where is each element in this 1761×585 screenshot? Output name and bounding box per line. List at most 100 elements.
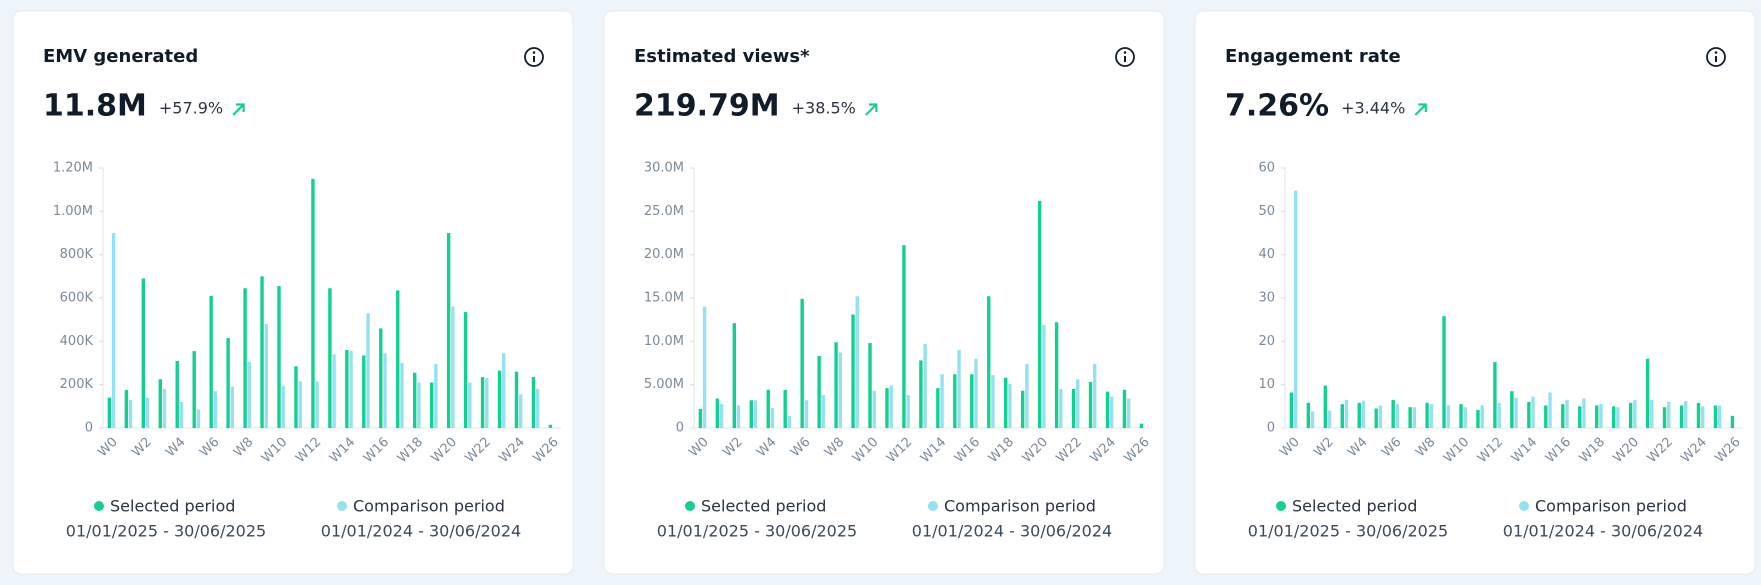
bar	[1289, 392, 1294, 428]
bar	[1713, 405, 1718, 428]
bar	[502, 353, 506, 428]
legend-period: 01/01/2024 - 30/06/2024	[912, 522, 1112, 541]
info-dot	[532, 51, 536, 54]
bar	[1054, 322, 1059, 428]
legend-item[interactable]: Comparison period 01/01/2024 - 30/06/2024	[321, 497, 521, 541]
bar	[260, 276, 264, 428]
bar	[1667, 402, 1671, 428]
info-icon[interactable]	[1115, 47, 1135, 67]
bar	[107, 397, 112, 428]
y-tick-label: 0	[1267, 421, 1275, 436]
bar	[531, 377, 536, 428]
bar	[940, 374, 944, 428]
y-tick-label: 600K	[60, 291, 94, 306]
bar	[868, 343, 872, 428]
bar	[1633, 399, 1637, 428]
y-tick-label: 15.0M	[644, 291, 684, 306]
bar	[1493, 362, 1497, 428]
bar	[732, 323, 737, 428]
bar	[383, 353, 387, 428]
bar	[1008, 383, 1012, 428]
info-icon[interactable]	[524, 47, 544, 67]
bar	[141, 278, 146, 428]
card-title: EMV generated	[43, 46, 198, 67]
bar	[247, 361, 251, 428]
bar	[1442, 316, 1446, 428]
bar	[1327, 410, 1332, 428]
bar	[804, 400, 809, 428]
bar	[1497, 402, 1501, 428]
headline-value: 219.79M	[634, 89, 780, 124]
bar	[851, 314, 855, 428]
bar	[719, 403, 724, 428]
legend-item[interactable]: Selected period 01/01/2025 - 30/06/2025	[657, 497, 857, 541]
bar	[196, 409, 201, 428]
bar	[345, 350, 349, 428]
card-background	[603, 10, 1165, 575]
bar	[1531, 396, 1535, 428]
info-icon[interactable]	[1706, 47, 1726, 67]
bar	[1391, 399, 1395, 428]
bar	[1344, 399, 1349, 428]
bar	[1122, 389, 1127, 428]
y-tick-label: 200K	[60, 377, 94, 392]
y-tick-label: 30	[1258, 291, 1275, 306]
bar	[753, 400, 758, 428]
bar	[434, 364, 438, 428]
bar	[770, 408, 775, 428]
bar	[1340, 404, 1344, 428]
bar	[1616, 407, 1620, 428]
legend-item[interactable]: Comparison period 01/01/2024 - 30/06/2024	[1503, 497, 1703, 541]
legend-item[interactable]: Comparison period 01/01/2024 - 30/06/2024	[912, 497, 1112, 541]
bar	[1679, 405, 1684, 428]
bar	[1357, 402, 1361, 428]
bar	[1476, 409, 1480, 428]
bar	[1139, 423, 1144, 428]
legend-item[interactable]: Selected period 01/01/2025 - 30/06/2025	[66, 497, 266, 541]
bar	[366, 313, 370, 428]
bar	[1093, 363, 1097, 428]
bar	[1105, 391, 1110, 428]
bar	[463, 312, 468, 428]
legend-item[interactable]: Selected period 01/01/2025 - 30/06/2025	[1248, 497, 1448, 541]
bar	[111, 233, 116, 428]
headline-value: 11.8M	[43, 89, 147, 124]
y-tick-label: 1.20M	[53, 161, 93, 176]
legend-dot	[337, 501, 347, 511]
bar	[766, 389, 770, 428]
legend-label: Selected period	[701, 497, 826, 516]
bar	[1310, 411, 1315, 428]
bar	[1561, 404, 1565, 428]
bar	[281, 385, 285, 428]
bar	[736, 405, 741, 428]
bar	[889, 385, 893, 428]
bar	[1425, 402, 1429, 428]
bar	[396, 290, 400, 428]
legend-period: 01/01/2025 - 30/06/2025	[657, 522, 857, 541]
legend-period: 01/01/2024 - 30/06/2024	[321, 522, 521, 541]
bar	[1510, 391, 1514, 428]
legend-label: Comparison period	[353, 497, 505, 516]
legend-dot	[1276, 501, 1286, 511]
bar	[1514, 397, 1518, 428]
bar	[1374, 408, 1378, 428]
bar	[906, 395, 910, 428]
bar	[1059, 389, 1063, 428]
bar	[834, 342, 838, 428]
bar	[277, 286, 281, 428]
bar	[1628, 402, 1633, 428]
bar	[1544, 405, 1548, 428]
bar	[855, 296, 859, 428]
bar	[226, 338, 230, 428]
bar	[1730, 415, 1735, 428]
bar	[1599, 404, 1603, 428]
legend-period: 01/01/2025 - 30/06/2025	[66, 522, 266, 541]
card-background	[12, 10, 574, 575]
bar	[1700, 406, 1705, 428]
bar	[919, 360, 923, 428]
legend-period: 01/01/2025 - 30/06/2025	[1248, 522, 1448, 541]
bar	[1645, 358, 1650, 428]
y-tick-label: 40	[1258, 247, 1275, 262]
bar	[749, 400, 753, 428]
legend-dot	[1519, 501, 1529, 511]
